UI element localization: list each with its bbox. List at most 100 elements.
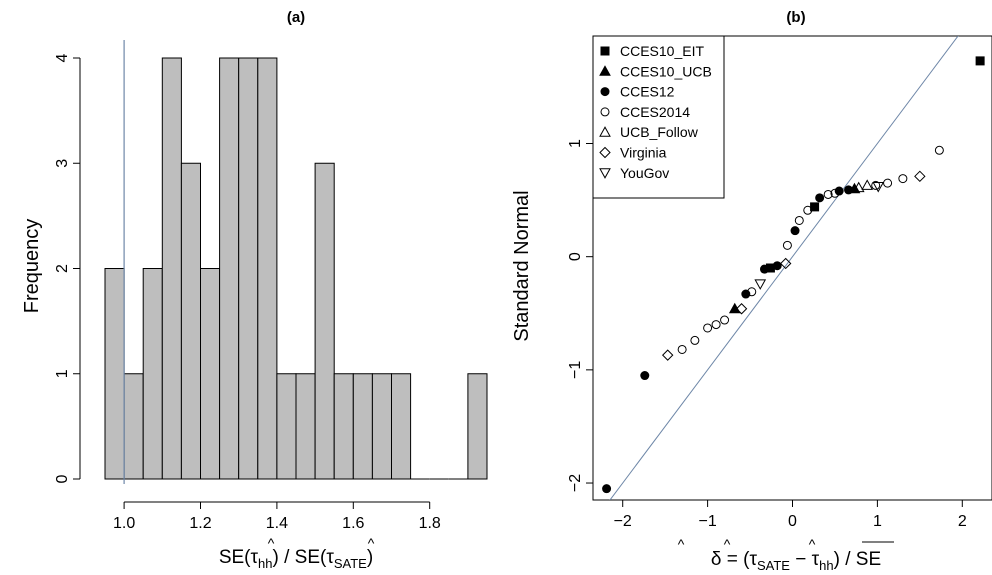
histogram-x-tick-label: 1.6 bbox=[342, 515, 364, 532]
histogram-x-tick-label: 1.2 bbox=[189, 515, 211, 532]
histogram-x-tick-label: 1.4 bbox=[266, 515, 288, 532]
histogram-y-tick-label: 3 bbox=[54, 159, 71, 168]
qq-point-cces2014 bbox=[830, 188, 840, 198]
qq-legend-marker bbox=[599, 126, 611, 137]
qq-point-cces10-eit bbox=[975, 56, 985, 66]
svg-text:^: ^ bbox=[724, 536, 731, 552]
histogram-y-axis: 0 1 2 3 4 bbox=[54, 53, 81, 483]
histogram-x-axis: 1.0 1.2 1.4 1.6 1.8 bbox=[113, 501, 441, 532]
qq-point-cces2014 bbox=[690, 335, 700, 345]
histogram-y-tick-label: 2 bbox=[54, 264, 71, 273]
qq-legend-items: CCES10_EIT CCES10_UCB CCES12 CCES2014 UCB_Fo… bbox=[599, 43, 712, 181]
qq-legend-box bbox=[592, 35, 725, 199]
qq-point-cces12 bbox=[844, 185, 854, 195]
qq-legend: CCES10_EIT CCES10_UCB CCES12 CCES2014 UCB_Fo… bbox=[592, 35, 725, 199]
qq-x-axis: −2 −1 0 1 2 bbox=[614, 500, 967, 530]
qq-point-yougov bbox=[872, 182, 885, 193]
qq-point-cces2014 bbox=[747, 287, 757, 297]
qq-y-tick-label: −1 bbox=[567, 361, 584, 379]
histogram-y-tick-label: 4 bbox=[54, 53, 71, 62]
qq-panel: (b) −2−101 −2 −1 0 1 2 CCES10_EITCCES10_UCBC… bbox=[511, 9, 992, 573]
histogram-bar bbox=[180, 162, 201, 480]
svg-text:^: ^ bbox=[809, 536, 816, 552]
histogram-bar bbox=[104, 268, 125, 480]
svg-text:^: ^ bbox=[368, 535, 375, 551]
qq-legend-label: CCES10_EIT bbox=[620, 43, 704, 59]
qq-point-cces2014 bbox=[782, 240, 792, 250]
histogram-bar bbox=[200, 268, 221, 480]
histogram-bar bbox=[371, 373, 392, 480]
qq-point-cces2014 bbox=[823, 189, 833, 199]
qq-point-ucb-follow bbox=[852, 181, 865, 193]
histogram-bar bbox=[123, 373, 144, 480]
qq-y-tick-label: 1 bbox=[567, 139, 584, 148]
qq-legend-marker bbox=[599, 146, 611, 159]
histogram-bar bbox=[142, 268, 163, 480]
histogram-x-label-hats: ^ ^ bbox=[268, 535, 375, 551]
qq-reference-line bbox=[609, 36, 959, 500]
histogram-title: (a) bbox=[287, 9, 305, 26]
qq-point-cces12 bbox=[602, 484, 612, 494]
qq-legend-marker bbox=[600, 87, 610, 97]
svg-text:^: ^ bbox=[678, 536, 685, 552]
qq-legend-marker bbox=[600, 46, 610, 56]
qq-point-cces10-ucb bbox=[728, 302, 741, 314]
qq-point-virginia bbox=[661, 349, 674, 361]
qq-point-cces12 bbox=[815, 193, 825, 203]
qq-x-tick-label: 2 bbox=[958, 513, 967, 530]
qq-legend-label: UCB_Follow bbox=[620, 124, 699, 140]
histogram-bar bbox=[314, 162, 335, 480]
qq-legend-label: CCES12 bbox=[620, 84, 675, 100]
histogram-bar bbox=[276, 373, 297, 480]
qq-title: (b) bbox=[786, 9, 805, 26]
qq-point-cces2014 bbox=[711, 320, 721, 330]
qq-point-virginia bbox=[780, 257, 792, 270]
qq-point-virginia bbox=[735, 303, 748, 315]
qq-point-cces12 bbox=[834, 186, 844, 196]
qq-legend-label: YouGov bbox=[620, 165, 669, 181]
histogram-x-label: SE(τhh) / SE(τSATE) bbox=[219, 547, 373, 571]
qq-legend-marker bbox=[600, 107, 610, 117]
qq-point-cces2014 bbox=[934, 145, 944, 155]
histogram-y-tick-label: 0 bbox=[54, 474, 71, 483]
qq-points bbox=[602, 56, 985, 494]
histogram-bars bbox=[104, 57, 488, 480]
histogram-panel: (a) 0 1 2 3 4 1.0 1.2 1.4 1.6 1.8 Frequency SE(τ… bbox=[21, 9, 488, 571]
svg-text:^: ^ bbox=[268, 535, 275, 551]
qq-point-cces2014 bbox=[720, 315, 730, 325]
qq-point-cces12 bbox=[640, 371, 650, 381]
qq-point-cces2014 bbox=[871, 180, 881, 190]
histogram-bar bbox=[219, 57, 240, 480]
qq-legend-marker bbox=[599, 65, 611, 76]
qq-point-ucb-follow bbox=[861, 179, 874, 190]
qq-legend-label: CCES10_UCB bbox=[620, 63, 712, 79]
qq-point-cces12 bbox=[772, 261, 782, 271]
qq-point-virginia bbox=[914, 170, 926, 183]
qq-point-yougov bbox=[754, 279, 767, 290]
histogram-bar bbox=[161, 57, 182, 480]
qq-y-label: Standard Normal bbox=[511, 190, 533, 341]
qq-point-cces2014 bbox=[677, 344, 687, 354]
qq-x-tick-label: −2 bbox=[614, 513, 632, 530]
qq-point-cces12 bbox=[790, 226, 800, 236]
qq-point-cces12 bbox=[759, 264, 769, 274]
qq-x-tick-label: −1 bbox=[698, 513, 716, 530]
histogram-bar bbox=[467, 373, 488, 480]
qq-point-cces2014 bbox=[898, 174, 908, 184]
qq-point-cces2014 bbox=[883, 178, 893, 188]
histogram-y-label: Frequency bbox=[21, 219, 43, 314]
qq-x-label: δ = (τSATE − τhh) / SE bbox=[711, 549, 881, 573]
qq-point-cces2014 bbox=[803, 205, 813, 215]
histogram-bar bbox=[333, 373, 354, 480]
qq-y-tick-label: −2 bbox=[567, 474, 584, 492]
histogram-bar bbox=[238, 57, 259, 480]
qq-x-label-hats: ^ ^ ^ bbox=[678, 536, 894, 552]
qq-legend-label: Virginia bbox=[620, 145, 667, 161]
qq-x-tick-label: 1 bbox=[873, 513, 882, 530]
qq-legend-label: CCES2014 bbox=[620, 104, 690, 120]
qq-legend-marker bbox=[599, 168, 611, 179]
histogram-x-tick-label: 1.8 bbox=[419, 515, 441, 532]
qq-x-tick-label: 0 bbox=[788, 513, 797, 530]
qq-y-axis: −2 −1 0 1 bbox=[567, 139, 593, 492]
